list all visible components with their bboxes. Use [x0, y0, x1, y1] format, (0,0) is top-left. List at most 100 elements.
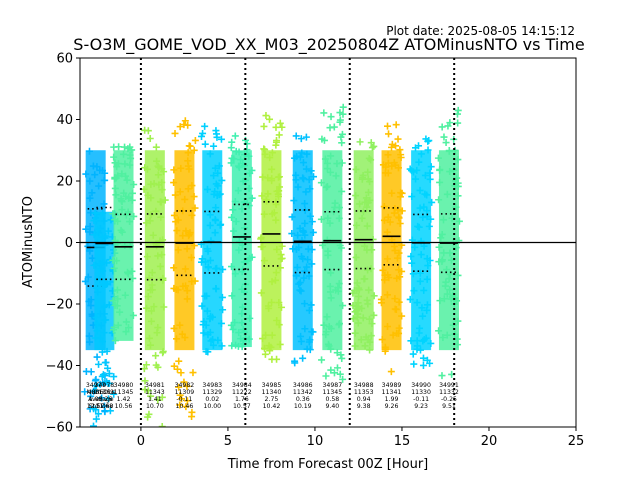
scatter-point [333, 364, 341, 372]
scatter-point [257, 289, 265, 297]
scatter-point [109, 256, 117, 264]
scatter-point [326, 168, 334, 176]
scatter-point [273, 317, 281, 325]
stat-value: 34978 [95, 382, 115, 389]
scatter-point [428, 198, 436, 206]
scatter-point [327, 294, 335, 302]
scatter-point [426, 169, 434, 177]
scatter-point [104, 395, 112, 403]
scatter-point [364, 168, 372, 176]
scatter-point [262, 331, 270, 339]
scatter-point [294, 183, 302, 191]
scatter-point [339, 302, 347, 310]
scatter-point [212, 285, 220, 293]
scatter-point [381, 271, 389, 279]
scatter-point [295, 280, 303, 288]
scatter-point [391, 161, 399, 169]
scatter-point [175, 357, 183, 365]
scatter-point [364, 266, 372, 274]
scatter-point [409, 350, 417, 358]
scatter-point [200, 318, 208, 326]
stat-value: -0.25 [441, 396, 457, 403]
scatter-point [232, 147, 240, 155]
scatter-point [150, 303, 158, 311]
scatter-point [204, 264, 212, 272]
scatter-point [415, 142, 423, 150]
scatter-point [228, 292, 236, 300]
scatter-point [110, 373, 118, 381]
scatter-point [441, 282, 449, 290]
scatter-cloud-34983 [197, 122, 227, 356]
scatter-point [306, 185, 314, 193]
scatter-point [92, 313, 100, 321]
scatter-point [176, 188, 184, 196]
scatter-point [260, 145, 268, 153]
scatter-point [419, 354, 427, 362]
scatter-point [416, 269, 424, 277]
scatter-point [363, 222, 371, 230]
scatter-point [86, 338, 94, 346]
scatter-point [174, 246, 182, 254]
scatter-point [365, 286, 373, 294]
stat-value: 34987 [323, 382, 343, 389]
scatter-point [238, 285, 246, 293]
scatter-point [356, 200, 364, 208]
scatter-point [143, 165, 151, 173]
scatter-point [420, 242, 428, 250]
scatter-point [144, 387, 152, 395]
scatter-point [118, 170, 126, 178]
scatter-point [396, 146, 404, 154]
scatter-point [275, 183, 283, 191]
scatter-point [110, 390, 118, 398]
scatter-point [89, 162, 97, 170]
scatter-point [259, 173, 267, 181]
scatter-point [299, 354, 307, 362]
scatter-point [201, 292, 209, 300]
scatter-point [96, 380, 104, 388]
scatter-point [114, 321, 122, 329]
scatter-point [176, 123, 184, 131]
scatter-point [277, 255, 285, 263]
scatter-point [103, 378, 111, 386]
scatter-point [146, 134, 154, 142]
scatter-point [93, 353, 101, 361]
scatter-point [358, 214, 366, 222]
scatter-point [305, 272, 313, 280]
scatter-point [202, 321, 210, 329]
scatter-point [154, 252, 162, 260]
scatter-point [421, 171, 429, 179]
scatter-point [238, 343, 246, 351]
scatter-point [455, 217, 463, 225]
y-tick-label: −20 [46, 298, 73, 313]
scatter-point [147, 317, 155, 325]
scatter-point [292, 171, 300, 179]
scatter-point [361, 342, 369, 350]
scatter-point [389, 331, 397, 339]
scatter-point [183, 295, 191, 303]
scatter-point [126, 242, 134, 250]
scatter-point [407, 252, 415, 260]
scatter-point [176, 401, 184, 409]
scatter-point [214, 336, 222, 344]
scatter-point [339, 110, 347, 118]
scatter-point [307, 167, 315, 175]
scatter-point [386, 218, 394, 226]
scatter-point [288, 230, 296, 238]
scatter-point [184, 149, 192, 157]
scatter-point [427, 339, 435, 347]
scatter-point [297, 287, 305, 295]
scatter-point [237, 156, 245, 164]
scatter-point [291, 359, 299, 367]
scatter-point [292, 132, 300, 140]
scatter-point [297, 337, 305, 345]
scatter-point [275, 321, 283, 329]
scatter-point [296, 153, 304, 161]
scatter-point [104, 227, 112, 235]
stat-value: 34983 [202, 382, 222, 389]
scatter-point [361, 275, 369, 283]
y-tick-label: 20 [56, 175, 73, 190]
scatter-point [260, 210, 268, 218]
scatter-point [87, 302, 95, 310]
scatter-point [351, 342, 359, 350]
scatter-point [100, 316, 108, 324]
